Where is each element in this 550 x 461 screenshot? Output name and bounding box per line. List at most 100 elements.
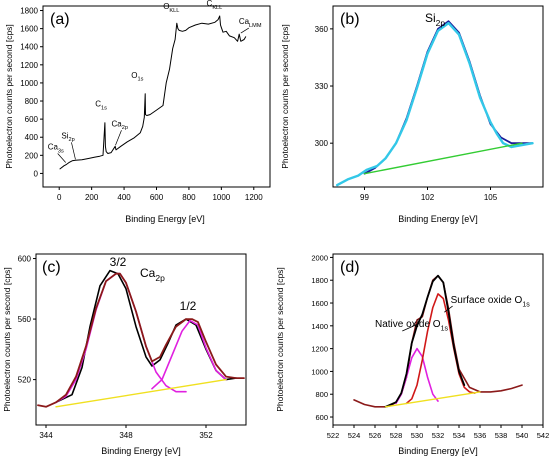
- y-tick-label: 1200: [20, 61, 38, 70]
- x-axis-label: Binding Energy [eV]: [398, 214, 478, 224]
- y-tick-label: 600: [315, 413, 328, 422]
- series-line-peak-1-2: [151, 319, 227, 390]
- panel-title-main: Si: [425, 11, 436, 25]
- y-tick-label: 200: [25, 151, 39, 160]
- peak-annotation: Ca3s: [48, 142, 64, 154]
- x-tick-label: 540: [516, 431, 529, 440]
- y-tick-label: 1400: [311, 322, 328, 331]
- peak-label-sub: 1s: [522, 302, 530, 309]
- series-line-background: [363, 142, 523, 175]
- plot-frame: [35, 253, 247, 426]
- peak-label: Surface oxide O1s: [451, 295, 531, 309]
- y-tick-label: 1600: [311, 299, 328, 308]
- x-tick-label: 536: [474, 431, 487, 440]
- y-tick-label: 400: [25, 133, 39, 142]
- y-tick-label: 1200: [311, 345, 328, 354]
- annotation-arrow: [71, 142, 76, 160]
- series-line-fit: [384, 274, 466, 408]
- x-tick-label: 102: [421, 193, 435, 202]
- panel-label: (c): [42, 259, 61, 276]
- y-tick-label: 600: [25, 115, 39, 124]
- panel-title-main: Ca: [140, 266, 156, 280]
- peak-annotation-sub: 2p: [69, 137, 75, 143]
- y-tick-label: 560: [18, 315, 32, 324]
- panel-b-si2p-spectrum: 99 102 105 300 330 360 Binding Energy [eV] Phot…: [280, 5, 544, 224]
- peak-annotation-sub: 1s: [101, 106, 107, 112]
- annotation-arrow: [57, 153, 66, 163]
- peak-label-main: Native oxide O: [375, 319, 441, 330]
- x-tick-label: 99: [360, 193, 369, 202]
- x-tick-label: 800: [182, 193, 196, 202]
- peak-annotation: CKLL: [207, 0, 223, 11]
- y-tick-label: 800: [315, 390, 328, 399]
- y-tick-label: 1000: [20, 79, 38, 88]
- x-tick-label: 522: [327, 431, 340, 440]
- panel-label: (a): [50, 11, 70, 28]
- peak-annotation-sub: KLL: [212, 5, 222, 11]
- annotation-arrow: [240, 27, 249, 34]
- peak-annotation-main: C: [207, 0, 213, 8]
- x-tick-label: 1000: [212, 193, 230, 202]
- peak-annotation-main: Ca: [48, 142, 59, 151]
- series-line-background: [55, 378, 227, 408]
- peak-annotation: Si2p: [61, 131, 74, 143]
- series-group: [353, 274, 523, 408]
- x-tick-label: 348: [119, 431, 133, 440]
- peak-annotation-main: O: [131, 71, 137, 80]
- x-tick-label: 105: [484, 193, 498, 202]
- x-tick-label: 538: [495, 431, 508, 440]
- peak-annotation-sub: 3s: [58, 148, 64, 154]
- panel-label: (b): [340, 11, 360, 28]
- series-line-native-oxide-o1s-component: [395, 347, 439, 405]
- series-line-0: [59, 15, 247, 170]
- peak-label-sub: 1s: [441, 325, 449, 332]
- x-axis-label: Binding Energy [eV]: [398, 446, 478, 456]
- plot-frame: [332, 253, 544, 426]
- y-tick-label: 2000: [311, 253, 328, 262]
- y-tick-label: 1400: [20, 43, 38, 52]
- x-tick-label: 524: [348, 431, 361, 440]
- panel-title: Si2p: [425, 11, 445, 28]
- y-tick-label: 1800: [311, 276, 328, 285]
- peak-annotation-main: Si: [61, 131, 68, 140]
- y-tick-label: 800: [25, 97, 39, 106]
- peak-annotation-main: O: [163, 2, 169, 11]
- peak-annotation: O1s: [131, 71, 143, 83]
- panel-title-sub: 2p: [436, 18, 446, 28]
- x-tick-label: 542: [537, 431, 550, 440]
- series-group: [59, 15, 247, 170]
- y-tick-label: 360: [315, 25, 329, 34]
- x-tick-label: 532: [432, 431, 445, 440]
- peak-label: Native oxide O1s: [375, 319, 448, 333]
- x-tick-label: 0: [57, 193, 62, 202]
- peak-label-main: Surface oxide O: [451, 295, 523, 306]
- panel-d-o1s-spectrum: 522 524 526 528 530 532 534 536 538 540 542 600 800 1…: [275, 253, 549, 456]
- peak-annotation-sub: KLL: [169, 8, 179, 14]
- panel-title: Ca2p: [140, 266, 165, 283]
- peak-annotation-sub: 1s: [138, 77, 144, 83]
- x-tick-label: 200: [85, 193, 99, 202]
- leader-line: [444, 305, 453, 313]
- x-tick-label: 400: [117, 193, 131, 202]
- peak-annotation-main: Ca: [111, 119, 122, 128]
- y-axis-label: Photoelectron counts per second [cps]: [275, 267, 285, 412]
- y-axis-label: Photoelectron counts per second [cps]: [4, 24, 14, 169]
- annotation-arrow: [115, 130, 122, 146]
- x-axis-label: Binding Energy [eV]: [101, 446, 181, 456]
- y-tick-label: 300: [315, 139, 329, 148]
- peak-annotation: OKLL: [163, 2, 179, 14]
- series-line-fit: [37, 272, 245, 408]
- peak-annotation: C1s: [95, 100, 107, 112]
- leader-line: [402, 323, 420, 332]
- y-tick-label: 520: [18, 376, 32, 385]
- x-tick-label: 530: [411, 431, 424, 440]
- x-tick-label: 352: [199, 431, 213, 440]
- peak-label: 1/2: [180, 299, 197, 313]
- panel-c-ca2p-spectrum: 344 348 352 520 560 600 Binding Energy [eV] Pho…: [2, 253, 247, 456]
- panel-label: (d): [340, 259, 360, 276]
- y-tick-label: 1000: [311, 367, 328, 376]
- peak-annotation-main: Ca: [239, 17, 250, 26]
- x-tick-label: 534: [453, 431, 466, 440]
- peak-annotation: CaLMM: [239, 17, 262, 29]
